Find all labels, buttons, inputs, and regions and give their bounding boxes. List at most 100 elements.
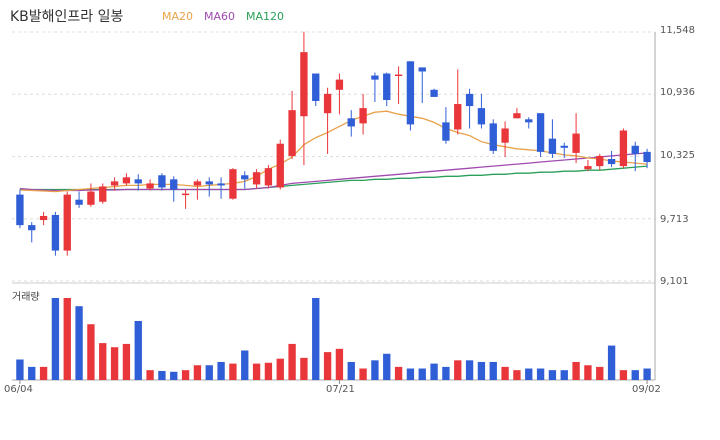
candle-body: [501, 128, 509, 143]
candle-body: [383, 73, 391, 100]
y-tick-label: 10,936: [660, 87, 695, 98]
volume-bar: [205, 365, 213, 380]
volume-bar: [572, 361, 580, 380]
volume-bar: [170, 371, 178, 380]
candle-body: [371, 75, 379, 80]
volume-bar: [394, 366, 403, 380]
x-tick-label: 07/21: [326, 384, 355, 395]
volume-bar: [28, 366, 36, 380]
candle-body: [548, 138, 557, 154]
volume-bar: [323, 352, 332, 380]
volume-bar: [134, 320, 142, 380]
volume-bar: [489, 361, 497, 380]
volume-bar: [501, 366, 509, 380]
volume-bar: [158, 370, 166, 380]
volume-bar: [51, 298, 60, 380]
candle-body: [465, 93, 474, 107]
candle-body: [51, 214, 60, 251]
candle-body: [442, 122, 450, 141]
candle-body: [63, 194, 71, 251]
ma60-line: [19, 152, 648, 192]
candle-body: [643, 151, 651, 163]
volume-bar: [465, 360, 474, 380]
volume-bar: [584, 365, 592, 380]
candle-body: [406, 61, 415, 125]
candle-body: [489, 123, 497, 151]
volume-bar: [418, 368, 426, 380]
volume-bar: [39, 366, 48, 380]
volume-label: 거래량: [12, 292, 40, 303]
candle-body: [193, 181, 202, 186]
volume-bar: [596, 366, 604, 380]
volume-bar: [75, 306, 83, 380]
candle-body: [110, 181, 119, 186]
volume-bar: [477, 361, 486, 380]
volume-bar: [347, 361, 355, 380]
candle-body: [312, 73, 320, 101]
candle-body: [205, 181, 213, 185]
volume-bar: [122, 343, 131, 380]
candle-body: [99, 186, 107, 202]
candle-body: [241, 175, 249, 180]
candle-body: [170, 179, 178, 190]
x-tick-label: 09/02: [632, 384, 661, 395]
candle-body: [122, 177, 131, 184]
volume-bar: [548, 370, 557, 380]
volume-bar: [312, 298, 320, 380]
volume-bar: [63, 298, 71, 380]
chart-title: KB발해인프라 일봉: [10, 9, 124, 25]
volume-bar: [110, 347, 119, 380]
y-tick-label: 9,101: [660, 276, 689, 287]
candle-body: [146, 183, 154, 189]
candle-body: [430, 89, 438, 97]
y-tick-label: 10,325: [660, 150, 695, 161]
candle-body: [217, 183, 225, 186]
candle-body: [607, 158, 616, 165]
candle-body: [631, 145, 639, 154]
candle-body: [288, 110, 296, 156]
candle-body: [347, 118, 355, 127]
candle-body: [596, 155, 604, 167]
legend-ma120: MA120: [246, 10, 285, 23]
candle-body: [394, 74, 403, 77]
candle-body: [418, 67, 426, 72]
candle-body: [181, 193, 190, 196]
volume-bar: [87, 324, 95, 380]
volume-bar: [619, 370, 628, 380]
candle-body: [454, 104, 462, 130]
candle-body: [28, 225, 36, 231]
y-tick-label: 9,713: [660, 214, 689, 225]
volume-bar: [513, 370, 521, 380]
candle-body: [39, 215, 48, 221]
volume-bar: [264, 362, 273, 380]
volume-bar: [359, 368, 367, 380]
candle-body: [16, 194, 24, 226]
candle-body: [158, 175, 166, 188]
candle-body: [75, 199, 83, 205]
volume-bar: [146, 370, 154, 380]
y-tick-label: 11,548: [660, 25, 695, 36]
candle-body: [87, 191, 95, 205]
volume-bar: [454, 360, 462, 380]
candle-body: [536, 113, 545, 152]
x-tick-label: 06/04: [4, 384, 33, 395]
volume-bar: [442, 366, 450, 380]
volume-bar: [536, 368, 545, 380]
volume-bar: [241, 350, 249, 380]
volume-bar: [252, 363, 261, 380]
volume-bar: [383, 353, 391, 380]
legend-ma60: MA60: [204, 10, 236, 23]
volume-bar: [288, 343, 296, 380]
candle-body: [525, 119, 533, 123]
candle-body: [584, 166, 592, 170]
candle-body: [323, 93, 332, 114]
volume-bar: [607, 345, 616, 380]
volume-bar: [181, 370, 190, 380]
candle-body: [359, 108, 367, 124]
candle-body: [513, 113, 521, 119]
volume-bar: [193, 365, 202, 380]
volume-bar: [406, 368, 415, 380]
candle-body: [572, 133, 580, 153]
